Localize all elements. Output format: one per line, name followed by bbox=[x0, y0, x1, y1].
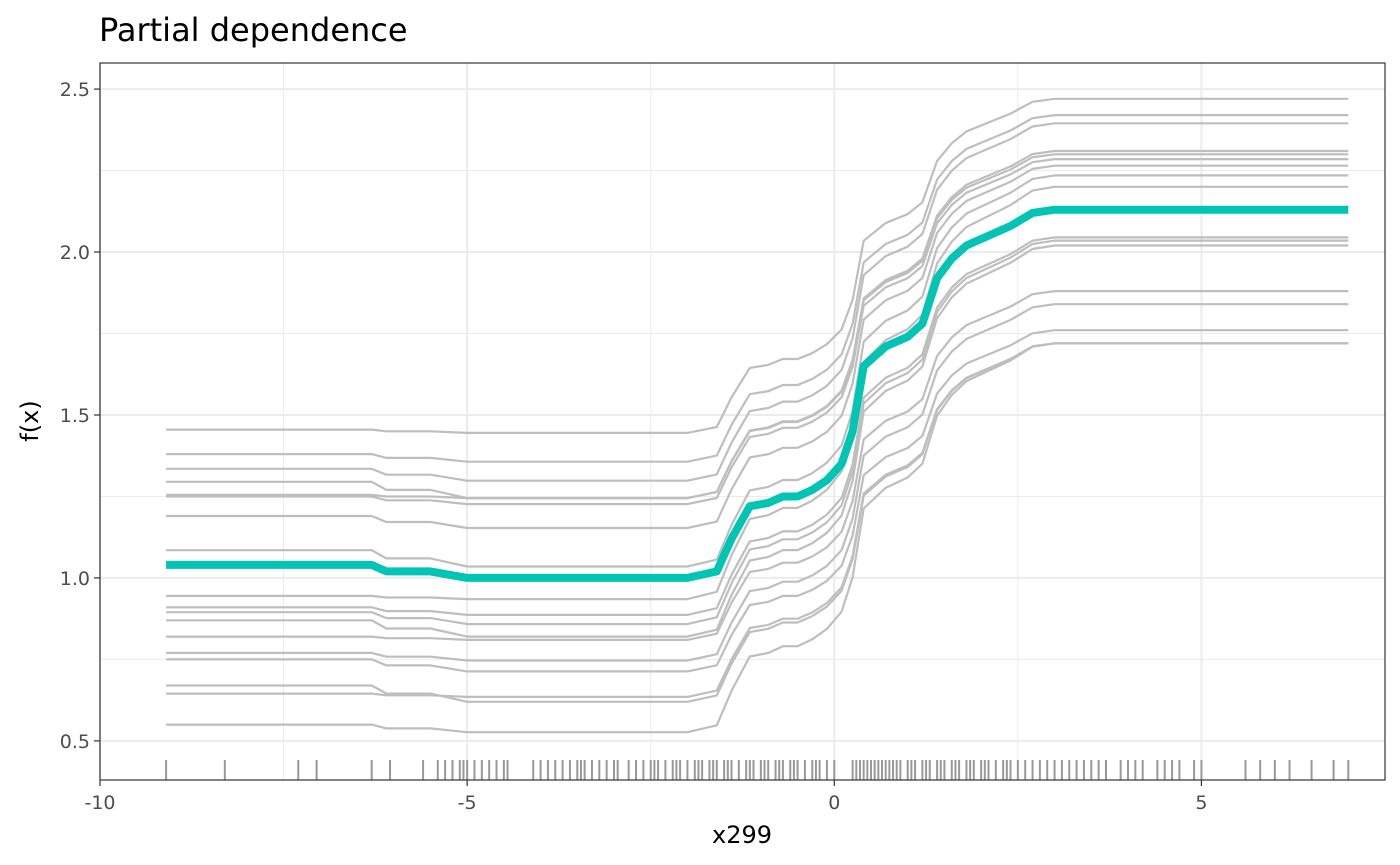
ice-curve bbox=[166, 174, 1349, 568]
ice-curve bbox=[166, 342, 1349, 703]
ice-curve bbox=[166, 303, 1349, 662]
ice-curve bbox=[166, 244, 1349, 638]
x-tick-label: 0 bbox=[828, 792, 840, 814]
pd-line-group bbox=[166, 205, 1349, 582]
ice-lines bbox=[166, 97, 1349, 734]
ice-curve bbox=[166, 239, 1349, 626]
chart-title: Partial dependence bbox=[99, 11, 408, 49]
x-axis-title: x299 bbox=[712, 821, 772, 849]
y-tick-label: 1.0 bbox=[60, 568, 90, 590]
pd-line bbox=[166, 205, 1349, 582]
ice-curve bbox=[166, 236, 1349, 617]
y-axis-title: f(x) bbox=[16, 400, 44, 441]
rug-marks bbox=[165, 760, 1350, 780]
ice-curve bbox=[166, 164, 1349, 530]
ice-curve bbox=[166, 153, 1349, 500]
ice-curve bbox=[166, 185, 1349, 601]
ice-curve bbox=[166, 342, 1349, 734]
x-axis-ticks: -10 -5 0 5 bbox=[84, 780, 1207, 814]
y-axis-ticks: 0.5 1.0 1.5 2.0 2.5 bbox=[60, 79, 100, 753]
ice-curve bbox=[166, 290, 1349, 642]
ice-curve bbox=[166, 122, 1349, 482]
x-tick-label: -10 bbox=[84, 792, 115, 814]
plot-panel-border bbox=[99, 62, 1386, 781]
y-tick-label: 1.5 bbox=[60, 405, 90, 427]
grid bbox=[99, 63, 1385, 780]
x-tick-label: -5 bbox=[458, 792, 477, 814]
y-tick-label: 2.5 bbox=[60, 79, 90, 101]
ice-curve bbox=[166, 342, 1349, 699]
ice-curve bbox=[166, 113, 1349, 463]
ice-curve bbox=[166, 97, 1349, 434]
x-tick-label: 5 bbox=[1195, 792, 1207, 814]
ice-curve bbox=[166, 329, 1349, 673]
y-tick-label: 0.5 bbox=[60, 731, 90, 753]
ice-curve bbox=[166, 158, 1349, 506]
ice-curve bbox=[166, 149, 1349, 500]
y-tick-label: 2.0 bbox=[60, 242, 90, 264]
